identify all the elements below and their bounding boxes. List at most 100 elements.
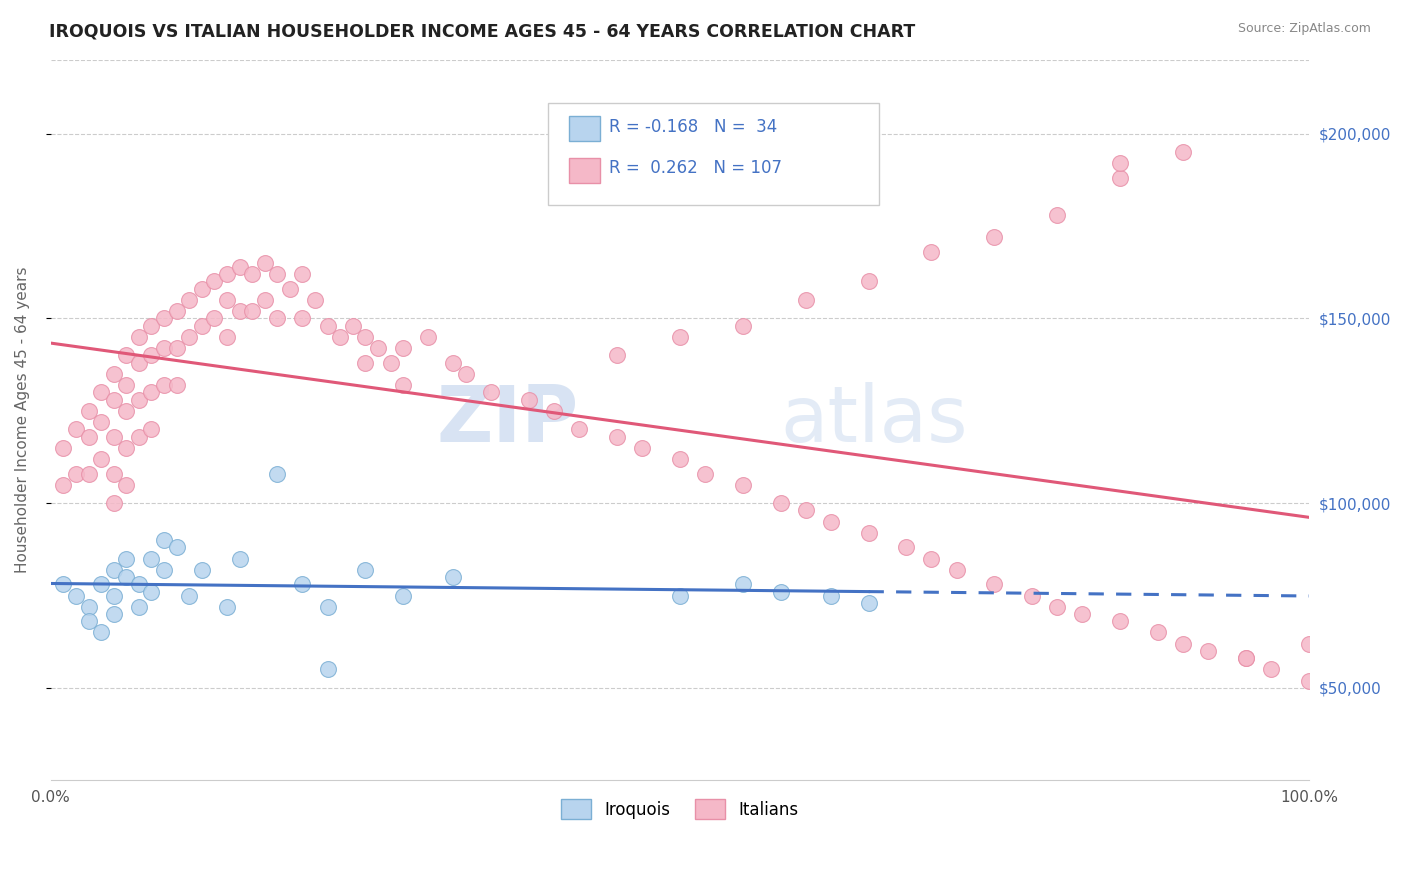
Point (1234, 651, 1257, 665)
Point (179, 293, 201, 307)
Point (543, 403, 565, 417)
Point (128, 330, 150, 344)
Point (266, 311, 288, 326)
Point (77, 429, 100, 443)
Point (1260, 662, 1282, 676)
Point (115, 551, 138, 566)
Point (103, 563, 125, 577)
Point (278, 282, 301, 296)
Point (141, 551, 163, 566)
Y-axis label: Householder Income Ages 45 - 64 years: Householder Income Ages 45 - 64 years (15, 267, 30, 574)
Point (1109, 156, 1132, 170)
Point (52, 477, 75, 491)
Point (115, 441, 138, 455)
Point (454, 367, 477, 381)
Point (215, 293, 238, 307)
Text: R =  0.262   N = 107: R = 0.262 N = 107 (609, 159, 782, 177)
Point (115, 348, 138, 362)
Point (921, 551, 943, 566)
Point (52, 577, 75, 591)
Point (392, 341, 415, 355)
Point (115, 377, 138, 392)
Point (291, 577, 314, 591)
Point (441, 356, 464, 370)
Point (191, 563, 214, 577)
Point (141, 385, 163, 400)
Point (858, 596, 880, 610)
Point (240, 304, 263, 318)
Point (418, 330, 440, 344)
Point (1046, 599, 1069, 614)
Point (896, 541, 918, 555)
Point (731, 577, 754, 591)
Point (90, 577, 112, 591)
Point (103, 467, 125, 481)
Point (253, 293, 276, 307)
Point (166, 541, 188, 555)
Point (266, 267, 288, 281)
Point (103, 589, 125, 603)
Point (1298, 636, 1320, 650)
Point (1234, 651, 1257, 665)
Point (215, 330, 238, 344)
Point (153, 563, 176, 577)
Point (141, 422, 163, 436)
Point (141, 318, 163, 333)
Point (90, 451, 112, 466)
Point (128, 356, 150, 370)
Point (77, 615, 100, 629)
Point (179, 330, 201, 344)
Point (1171, 636, 1194, 650)
Point (103, 496, 125, 510)
Point (1021, 589, 1043, 603)
Point (1109, 615, 1132, 629)
Point (1147, 625, 1170, 640)
Point (669, 589, 692, 603)
Point (115, 477, 138, 491)
Point (291, 267, 314, 281)
Point (392, 377, 415, 392)
Point (794, 503, 817, 517)
Point (1197, 644, 1219, 658)
Point (441, 570, 464, 584)
Point (77, 467, 100, 481)
Point (90, 385, 112, 400)
Point (693, 467, 716, 481)
Point (65, 589, 87, 603)
Point (153, 533, 176, 547)
Point (240, 267, 263, 281)
Point (354, 563, 377, 577)
Point (103, 367, 125, 381)
Point (354, 356, 377, 370)
Point (128, 577, 150, 591)
Point (65, 422, 87, 436)
Point (291, 311, 314, 326)
Point (128, 392, 150, 407)
Point (983, 230, 1005, 244)
Text: Source: ZipAtlas.com: Source: ZipAtlas.com (1237, 22, 1371, 36)
Point (669, 451, 692, 466)
Point (1071, 607, 1094, 621)
Point (329, 330, 352, 344)
Point (202, 311, 225, 326)
Point (517, 392, 540, 407)
Text: R = -0.168   N =  34: R = -0.168 N = 34 (609, 118, 778, 136)
Point (342, 318, 364, 333)
Point (1109, 170, 1132, 185)
Text: ZIP: ZIP (437, 382, 579, 458)
Point (794, 293, 817, 307)
Point (153, 377, 176, 392)
Point (945, 563, 967, 577)
Point (141, 584, 163, 599)
Text: IROQUOIS VS ITALIAN HOUSEHOLDER INCOME AGES 45 - 64 YEARS CORRELATION CHART: IROQUOIS VS ITALIAN HOUSEHOLDER INCOME A… (49, 22, 915, 40)
Point (141, 348, 163, 362)
Point (479, 385, 502, 400)
Point (179, 589, 201, 603)
Point (103, 392, 125, 407)
Point (253, 256, 276, 270)
Point (316, 599, 339, 614)
Point (103, 607, 125, 621)
Point (153, 311, 176, 326)
Point (606, 429, 628, 443)
Point (858, 525, 880, 540)
